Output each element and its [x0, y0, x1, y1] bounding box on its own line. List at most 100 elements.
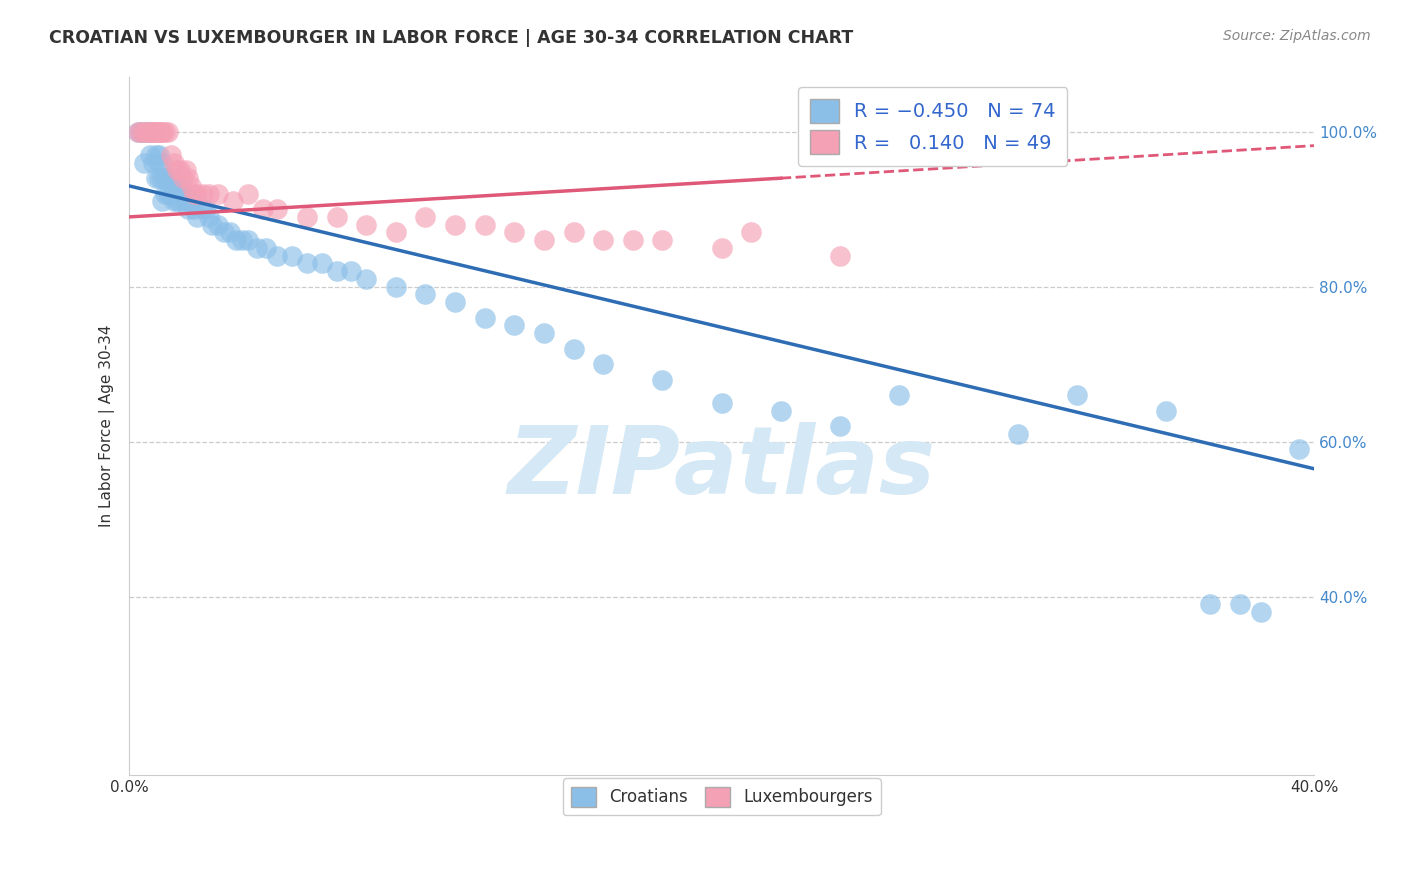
Point	[180, 194, 202, 209]
Point	[710, 241, 733, 255]
Point	[139, 125, 162, 139]
Point	[186, 186, 208, 201]
Point	[1154, 403, 1177, 417]
Point	[1288, 442, 1310, 457]
Point	[503, 226, 526, 240]
Point	[153, 186, 176, 201]
Point	[354, 272, 377, 286]
Point	[830, 419, 852, 434]
Point	[415, 287, 437, 301]
Point	[129, 125, 152, 139]
Point	[193, 202, 215, 216]
Point	[183, 202, 205, 216]
Point	[444, 218, 467, 232]
Point	[163, 178, 186, 193]
Point	[139, 148, 162, 162]
Point	[142, 125, 165, 139]
Point	[148, 155, 170, 169]
Point	[621, 233, 644, 247]
Point	[174, 194, 197, 209]
Point	[281, 249, 304, 263]
Point	[503, 318, 526, 333]
Point	[231, 233, 253, 247]
Point	[156, 125, 179, 139]
Point	[266, 249, 288, 263]
Point	[198, 186, 221, 201]
Point	[246, 241, 269, 255]
Point	[148, 125, 170, 139]
Point	[132, 155, 155, 169]
Point	[166, 194, 188, 209]
Point	[266, 202, 288, 216]
Point	[132, 125, 155, 139]
Point	[415, 210, 437, 224]
Point	[177, 202, 200, 216]
Point	[172, 171, 194, 186]
Point	[212, 226, 235, 240]
Point	[145, 125, 167, 139]
Point	[172, 186, 194, 201]
Point	[169, 178, 191, 193]
Point	[153, 125, 176, 139]
Point	[325, 210, 347, 224]
Point	[136, 125, 159, 139]
Point	[153, 171, 176, 186]
Point	[163, 155, 186, 169]
Point	[1229, 598, 1251, 612]
Point	[142, 125, 165, 139]
Point	[295, 210, 318, 224]
Point	[207, 186, 229, 201]
Point	[198, 210, 221, 224]
Text: CROATIAN VS LUXEMBOURGER IN LABOR FORCE | AGE 30-34 CORRELATION CHART: CROATIAN VS LUXEMBOURGER IN LABOR FORCE …	[49, 29, 853, 46]
Point	[145, 125, 167, 139]
Point	[150, 155, 173, 169]
Point	[562, 226, 585, 240]
Point	[354, 218, 377, 232]
Legend: Croatians, Luxembourgers: Croatians, Luxembourgers	[562, 779, 880, 815]
Point	[148, 171, 170, 186]
Point	[474, 218, 496, 232]
Point	[651, 373, 673, 387]
Point	[533, 326, 555, 340]
Point	[236, 233, 259, 247]
Point	[225, 233, 247, 247]
Point	[474, 310, 496, 325]
Point	[195, 202, 218, 216]
Point	[142, 125, 165, 139]
Text: ZIPatlas: ZIPatlas	[508, 422, 936, 514]
Text: Source: ZipAtlas.com: Source: ZipAtlas.com	[1223, 29, 1371, 43]
Point	[150, 194, 173, 209]
Point	[129, 125, 152, 139]
Point	[169, 163, 191, 178]
Point	[150, 171, 173, 186]
Point	[148, 125, 170, 139]
Point	[132, 125, 155, 139]
Point	[222, 194, 245, 209]
Y-axis label: In Labor Force | Age 30-34: In Labor Force | Age 30-34	[100, 325, 115, 527]
Point	[311, 256, 333, 270]
Point	[830, 249, 852, 263]
Point	[148, 148, 170, 162]
Point	[533, 233, 555, 247]
Point	[150, 125, 173, 139]
Point	[254, 241, 277, 255]
Point	[385, 279, 408, 293]
Point	[592, 357, 614, 371]
Point	[150, 125, 173, 139]
Point	[156, 186, 179, 201]
Point	[136, 125, 159, 139]
Point	[156, 171, 179, 186]
Point	[127, 125, 149, 139]
Point	[889, 388, 911, 402]
Point	[159, 148, 181, 162]
Point	[444, 295, 467, 310]
Point	[177, 171, 200, 186]
Point	[592, 233, 614, 247]
Point	[180, 178, 202, 193]
Point	[142, 155, 165, 169]
Point	[145, 148, 167, 162]
Point	[562, 342, 585, 356]
Point	[385, 226, 408, 240]
Point	[145, 171, 167, 186]
Point	[769, 403, 792, 417]
